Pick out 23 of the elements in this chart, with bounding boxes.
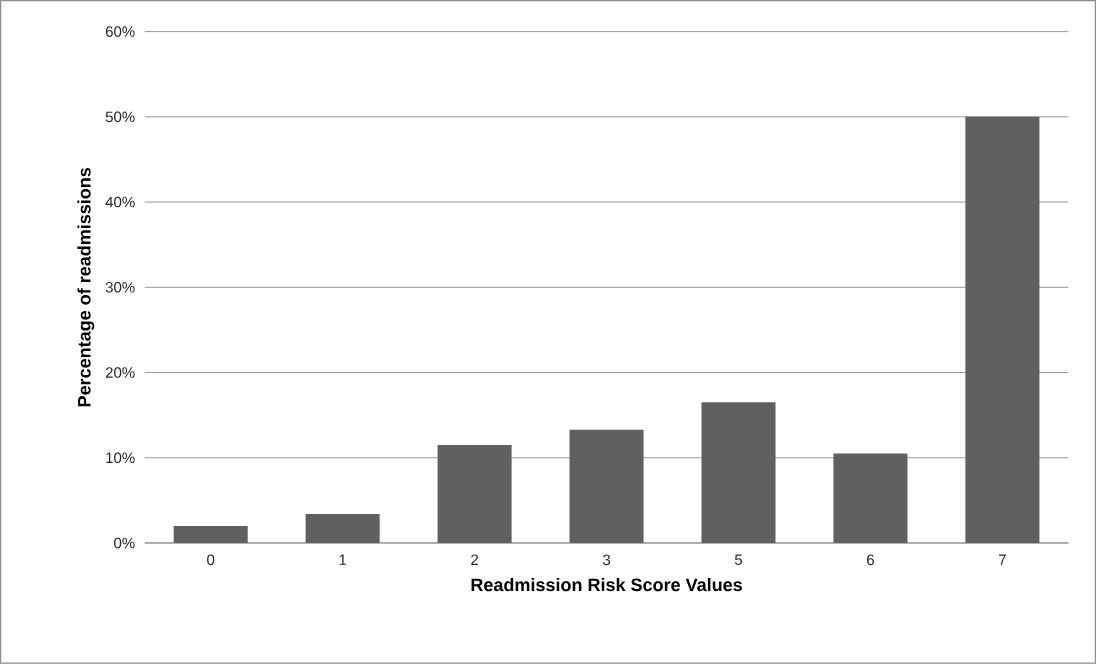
bar bbox=[437, 445, 512, 544]
y-axis-title: Percentage of readmissions bbox=[77, 168, 95, 407]
bar bbox=[569, 429, 644, 544]
y-tick-label: 10% bbox=[106, 452, 135, 464]
y-tick-label: 50% bbox=[105, 111, 135, 123]
bar bbox=[173, 526, 248, 544]
y-tick-label: 60% bbox=[105, 26, 135, 38]
bar bbox=[701, 402, 776, 544]
x-tick-label: 7 bbox=[999, 554, 1006, 565]
y-tick-label: 40% bbox=[105, 196, 135, 208]
bar bbox=[305, 514, 380, 544]
x-tick-label: 5 bbox=[734, 554, 743, 566]
y-tick-label: 30% bbox=[105, 282, 135, 293]
y-tick-label: 20% bbox=[105, 367, 135, 378]
x-tick-label: 3 bbox=[602, 554, 611, 566]
x-tick-label: 2 bbox=[471, 554, 479, 566]
x-tick-label: 0 bbox=[207, 554, 215, 566]
y-tick-label: 0% bbox=[114, 537, 135, 549]
bar bbox=[965, 116, 1040, 544]
x-axis-title: Readmission Risk Score Values bbox=[471, 578, 742, 592]
bar bbox=[833, 453, 908, 544]
x-tick-label: 6 bbox=[867, 554, 874, 566]
x-tick-label: 1 bbox=[339, 554, 347, 565]
